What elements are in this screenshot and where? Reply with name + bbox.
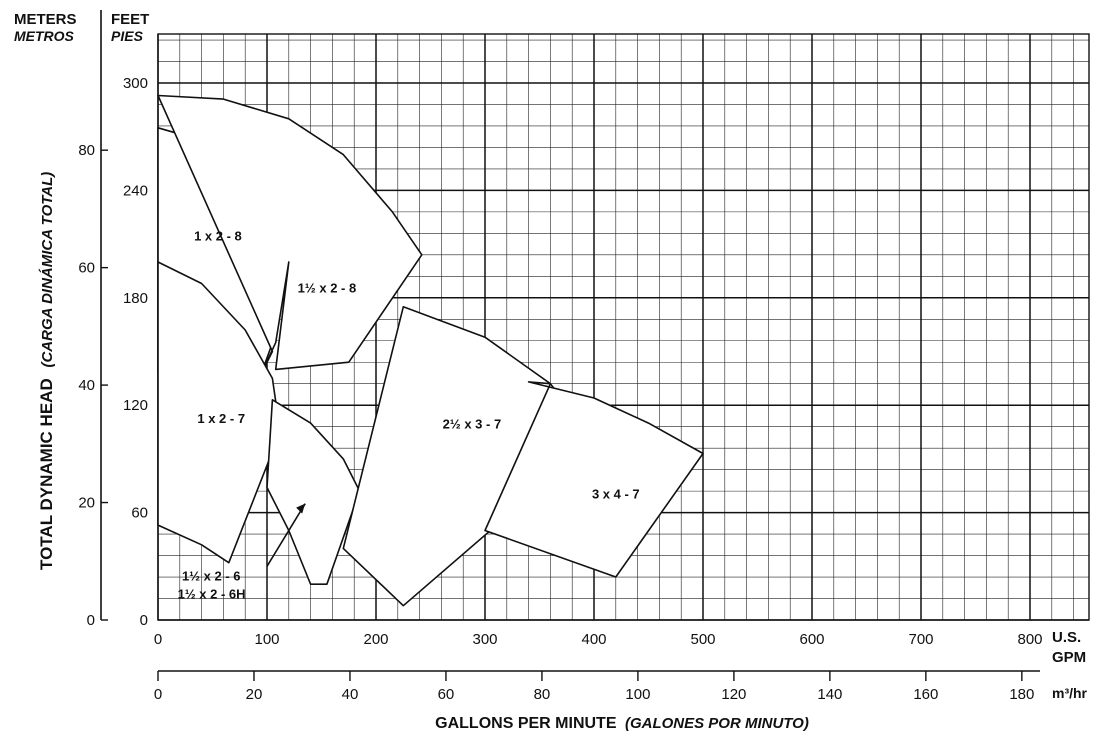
y-tick-label-feet: 300 <box>123 75 148 92</box>
x-tick-label-gpm: 0 <box>154 631 162 648</box>
x-axis-label: GALLONS PER MINUTE (GALONES POR MINUTO) <box>435 715 809 732</box>
x-tick-label-m3hr: 80 <box>534 686 551 703</box>
x-tick-label-m3hr: 140 <box>817 686 842 703</box>
y-tick-label-meters: 80 <box>78 142 95 159</box>
x-unit-us-label: U.S. <box>1052 629 1081 646</box>
x-tick-label-m3hr: 160 <box>913 686 938 703</box>
unit-metros-label: METROS <box>14 28 75 44</box>
region-label-5: 2½ x 3 - 7 <box>443 416 502 431</box>
y-tick-label-meters: 20 <box>78 495 95 512</box>
pump-regions <box>157 94 704 607</box>
y-tick-label-meters: 40 <box>78 377 95 394</box>
x-unit-m3hr-label: m³/hr <box>1052 685 1088 701</box>
x-tick-label-m3hr: 0 <box>154 686 162 703</box>
region-label-1: 1 x 2 - 8 <box>194 229 242 244</box>
y-tick-label-meters: 0 <box>87 612 95 629</box>
x-tick-label-gpm: 300 <box>472 631 497 648</box>
y-tick-label-feet-zero: 0 <box>140 612 148 629</box>
x-tick-label-gpm: 800 <box>1017 631 1042 648</box>
y-tick-label-feet: 60 <box>131 505 148 522</box>
x-tick-label-m3hr: 40 <box>342 686 359 703</box>
x-tick-label-gpm: 600 <box>799 631 824 648</box>
region-label-2: 1½ x 2 - 8 <box>298 280 357 295</box>
annotation-arrowhead <box>296 503 306 514</box>
region-label-3: 1 x 2 - 7 <box>197 411 245 426</box>
unit-feet-label: FEET <box>111 11 149 28</box>
pump-region-4 <box>266 398 361 586</box>
y-axis-label-main: TOTAL DYNAMIC HEAD <box>37 378 56 570</box>
axes <box>100 10 1040 681</box>
y-axis-label-sub: (CARGA DINÁMICA TOTAL) <box>39 172 56 368</box>
region-label-6: 3 x 4 - 7 <box>592 486 640 501</box>
region-label-1-5x2-6h: 1½ x 2 - 6H <box>178 587 246 602</box>
pump-region-6 <box>484 381 704 578</box>
unit-pies-label: PIES <box>111 28 144 44</box>
x-tick-label-m3hr: 20 <box>246 686 263 703</box>
y-tick-label-feet: 180 <box>123 290 148 307</box>
y-tick-label-meters: 60 <box>78 260 95 277</box>
unit-meters-label: METERS <box>14 11 77 28</box>
y-tick-label-feet: 240 <box>123 182 148 199</box>
x-tick-label-gpm: 100 <box>254 631 279 648</box>
x-axis-label-sub: (GALONES POR MINUTO) <box>625 715 809 732</box>
x-tick-label-gpm: 400 <box>581 631 606 648</box>
y-tick-label-feet: 120 <box>123 397 148 414</box>
annotation-arrow <box>266 503 306 567</box>
x-tick-label-m3hr: 60 <box>438 686 455 703</box>
y-axis-label: TOTAL DYNAMIC HEAD (CARGA DINÁMICA TOTAL… <box>37 172 56 570</box>
x-axis-label-main: GALLONS PER MINUTE <box>435 715 617 732</box>
x-tick-label-gpm: 700 <box>908 631 933 648</box>
x-tick-label-gpm: 500 <box>690 631 715 648</box>
x-unit-gpm-label: GPM <box>1052 649 1086 666</box>
region-label-1-5x2-6: 1½ x 2 - 6 <box>182 569 241 584</box>
x-tick-label-gpm: 200 <box>363 631 388 648</box>
pump-region-labels: 1 x 2 - 8 1½ x 2 - 8 1 x 2 - 7 1½ x 2 - 6 1½… <box>178 229 640 602</box>
x-tick-label-m3hr: 180 <box>1009 686 1034 703</box>
x-tick-label-m3hr: 120 <box>721 686 746 703</box>
x-tick-label-m3hr: 100 <box>625 686 650 703</box>
